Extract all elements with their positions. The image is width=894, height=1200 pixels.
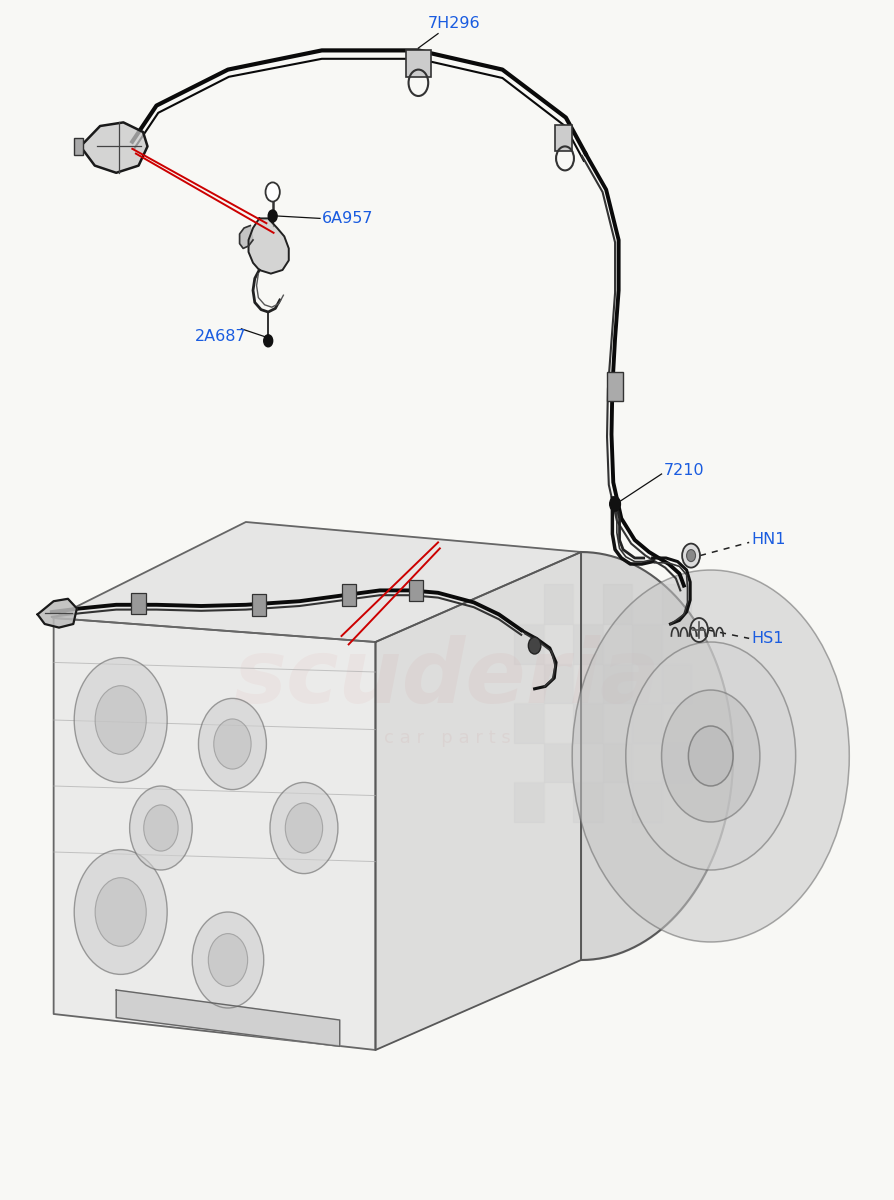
Text: HN1: HN1 [751,533,786,547]
Circle shape [687,550,696,562]
Text: 2A687: 2A687 [195,329,247,343]
Bar [74,138,83,155]
Text: c a r   p a r t s: c a r p a r t s [384,728,510,746]
Bar [662,624,691,664]
Text: HS1: HS1 [751,631,783,646]
Polygon shape [249,218,289,274]
Bar [662,743,691,782]
Circle shape [268,210,277,222]
Circle shape [74,658,167,782]
Bar [544,703,573,743]
Bar [573,584,603,624]
Bar [603,584,632,624]
Bar [603,743,632,782]
Circle shape [208,934,248,986]
Polygon shape [38,599,77,628]
Circle shape [74,850,167,974]
Bar [632,782,662,822]
Bar [573,703,603,743]
Bar [662,703,691,743]
Polygon shape [240,226,253,248]
Circle shape [626,642,796,870]
Bar [607,372,623,401]
Circle shape [690,618,708,642]
Circle shape [285,803,323,853]
Circle shape [95,685,147,755]
Circle shape [144,805,178,851]
Circle shape [95,877,147,947]
Bar [544,624,573,664]
Polygon shape [54,618,375,1050]
Bar [514,624,544,664]
Bar [573,624,603,664]
Polygon shape [375,552,581,1050]
Bar [342,584,356,606]
Bar [573,743,603,782]
Bar [603,703,632,743]
Bar [632,624,662,664]
Bar [514,584,544,624]
Bar [131,593,146,614]
Text: 7210: 7210 [663,463,704,478]
Bar [514,703,544,743]
Circle shape [270,782,338,874]
Bar [603,624,632,664]
Polygon shape [80,122,148,173]
Circle shape [130,786,192,870]
Circle shape [688,726,733,786]
Circle shape [266,182,280,202]
Circle shape [662,690,760,822]
Bar [252,594,266,616]
Text: 7H296: 7H296 [427,16,480,31]
Circle shape [528,637,541,654]
Bar [603,664,632,703]
Bar [662,782,691,822]
Bar [555,125,572,151]
Circle shape [264,335,273,347]
Bar [514,743,544,782]
Bar [514,664,544,703]
Circle shape [682,544,700,568]
Bar [409,580,423,601]
Bar [544,584,573,624]
Bar [573,664,603,703]
Bar [632,703,662,743]
Circle shape [198,698,266,790]
Circle shape [572,570,849,942]
Polygon shape [116,990,340,1046]
Bar [573,782,603,822]
Polygon shape [54,522,581,642]
Bar [662,664,691,703]
Circle shape [214,719,251,769]
Bar [544,664,573,703]
Bar [632,584,662,624]
Text: 6A957: 6A957 [322,211,374,226]
Bar [632,664,662,703]
Bar [406,50,431,77]
Circle shape [192,912,264,1008]
Bar [544,782,573,822]
Bar [662,584,691,624]
Text: scuderia: scuderia [233,635,661,721]
Circle shape [610,497,620,511]
Bar [632,743,662,782]
Bar [514,782,544,822]
Bar [603,782,632,822]
Bar [544,743,573,782]
